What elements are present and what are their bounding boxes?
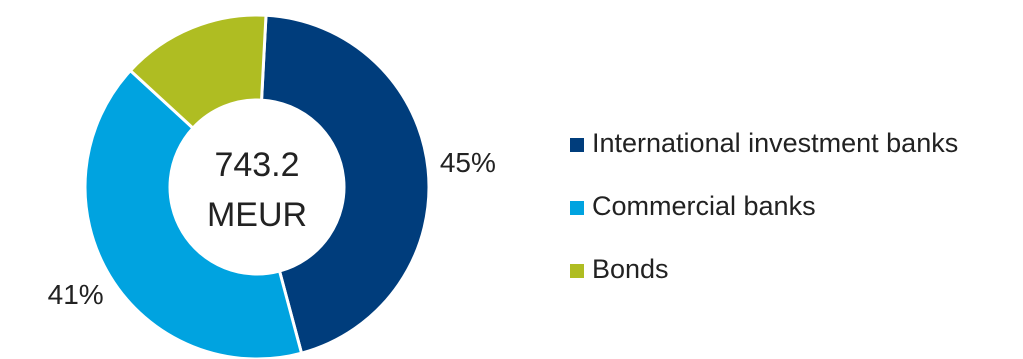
pct-label-bonds: 14% (149, 0, 205, 4)
slice-international-investment-banks (259, 13, 431, 355)
slice-bonds (128, 13, 268, 131)
slice-commercial-banks (83, 68, 304, 359)
center-total-unit: MEUR (207, 196, 307, 234)
pct-label-international-investment-banks: 45% (440, 147, 496, 178)
chart-legend: International investment banks Commercial… (570, 128, 958, 284)
center-total-value: 743.2 (214, 146, 299, 184)
legend-item-bonds: Bonds (570, 254, 669, 284)
legend-label-commercial-banks: Commercial banks (592, 191, 816, 221)
legend-item-international-investment-banks: International investment banks (570, 128, 958, 158)
donut-slices (83, 13, 431, 359)
legend-swatch-commercial-banks (570, 201, 584, 215)
legend-swatch-international-investment-banks (570, 138, 584, 152)
legend-swatch-bonds (570, 264, 584, 278)
pct-label-commercial-banks: 41% (48, 279, 104, 310)
percentage-labels: 45% 41% 14% (48, 0, 496, 310)
legend-label-international-investment-banks: International investment banks (592, 128, 958, 158)
legend-label-bonds: Bonds (592, 254, 669, 284)
legend-item-commercial-banks: Commercial banks (570, 191, 816, 221)
